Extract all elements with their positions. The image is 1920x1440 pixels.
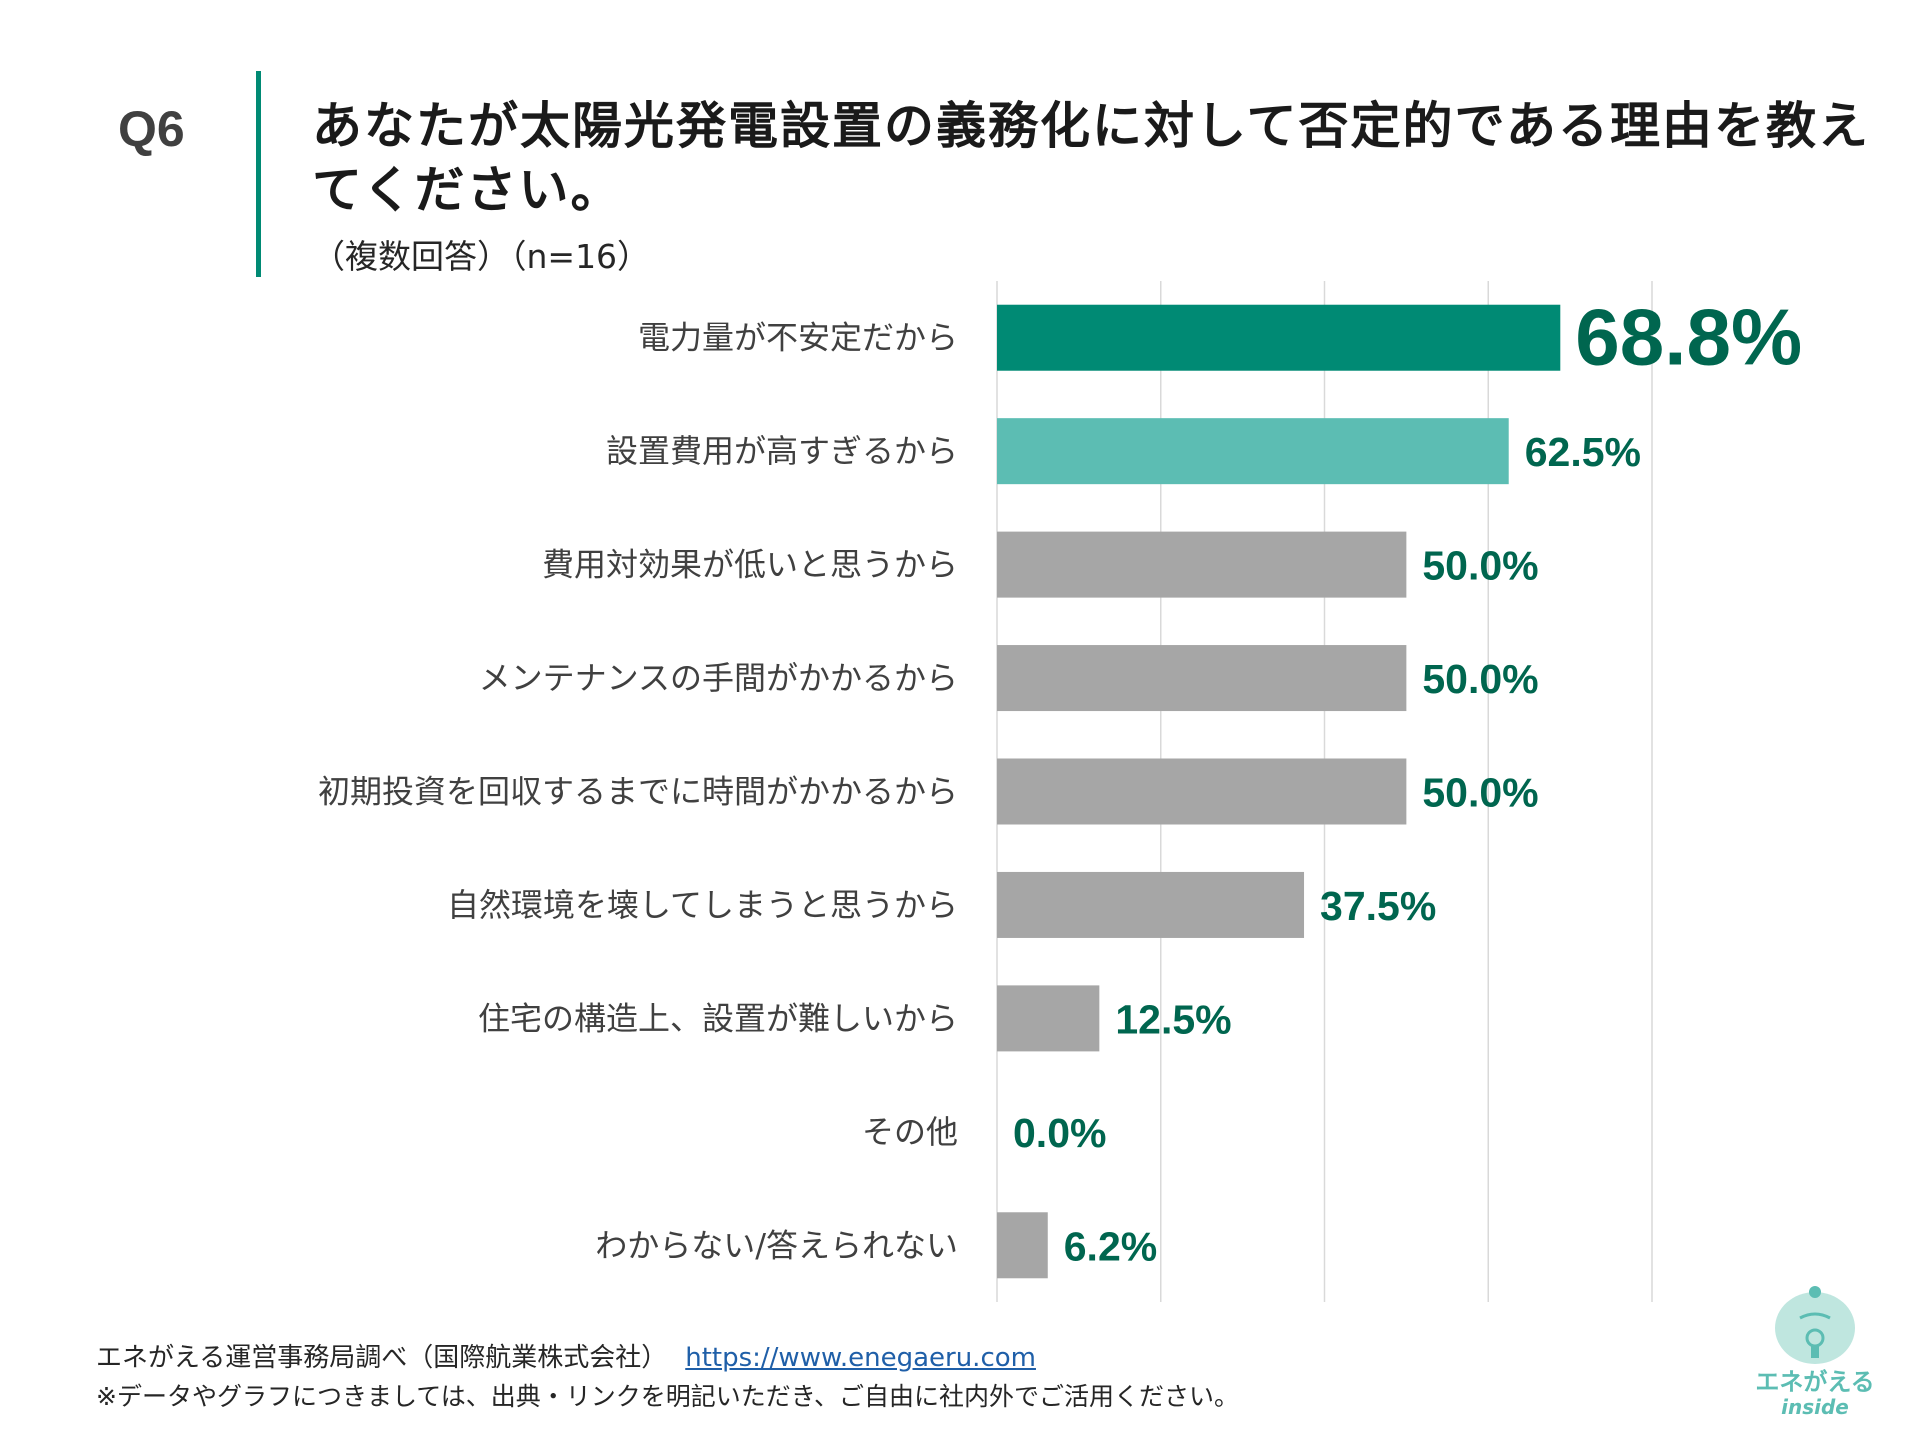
category-label: 費用対効果が低いと思うから [542,546,958,584]
bar [997,304,1561,371]
bar [997,758,1407,825]
question-number: Q6 [118,101,185,157]
category-label: わからない/答えられない [595,1226,958,1264]
logo-name: エネがえる [1755,1368,1875,1396]
usage-note: ※データやグラフにつきましては、出典・リンクを明記いただき、ご自由に社内外でご活… [96,1382,1239,1411]
data-label: 62.5% [1525,429,1641,475]
data-label: 50.0% [1422,770,1538,816]
bar [997,531,1407,598]
data-label: 50.0% [1422,543,1538,589]
bar [997,985,1100,1052]
mascot-icon [1775,1286,1855,1364]
category-label: 電力量が不安定だから [638,319,958,357]
bar [997,871,1305,938]
data-label: 50.0% [1422,656,1538,702]
source-link[interactable]: https://www.enegaeru.com [685,1343,1036,1373]
data-label: 37.5% [1320,883,1436,929]
data-label: 6.2% [1064,1223,1157,1269]
enegaeru-logo: エネがえる inside [1745,1280,1885,1420]
data-label: 12.5% [1115,996,1231,1042]
bar [997,418,1509,485]
bar [997,1212,1048,1279]
data-label: 68.8% [1575,293,1802,382]
accent-divider [256,71,261,277]
logo-sub: inside [1781,1395,1849,1419]
data-label: 0.0% [1013,1110,1106,1156]
page-title: あなたが太陽光発電設置の義務化に対して否定的である理由を教えてください。 [312,97,1870,219]
category-label: メンテナンスの手間がかかるから [479,659,958,697]
category-label: 住宅の構造上、設置が難しいから [478,999,958,1037]
category-label: 設置費用が高すぎるから [606,432,958,470]
source-text: エネがえる運営事務局調べ（国際航業株式会社） [96,1343,668,1373]
category-label: 初期投資を回収するまでに時間がかかるから [318,773,958,811]
category-label: その他 [862,1113,958,1151]
bar [997,645,1407,712]
subtitle: （複数回答）（n=16） [312,237,651,276]
source-line: エネがえる運営事務局調べ（国際航業株式会社） https://www.enegae… [96,1337,1036,1374]
category-label: 自然環境を壊してしまうと思うから [447,886,958,924]
